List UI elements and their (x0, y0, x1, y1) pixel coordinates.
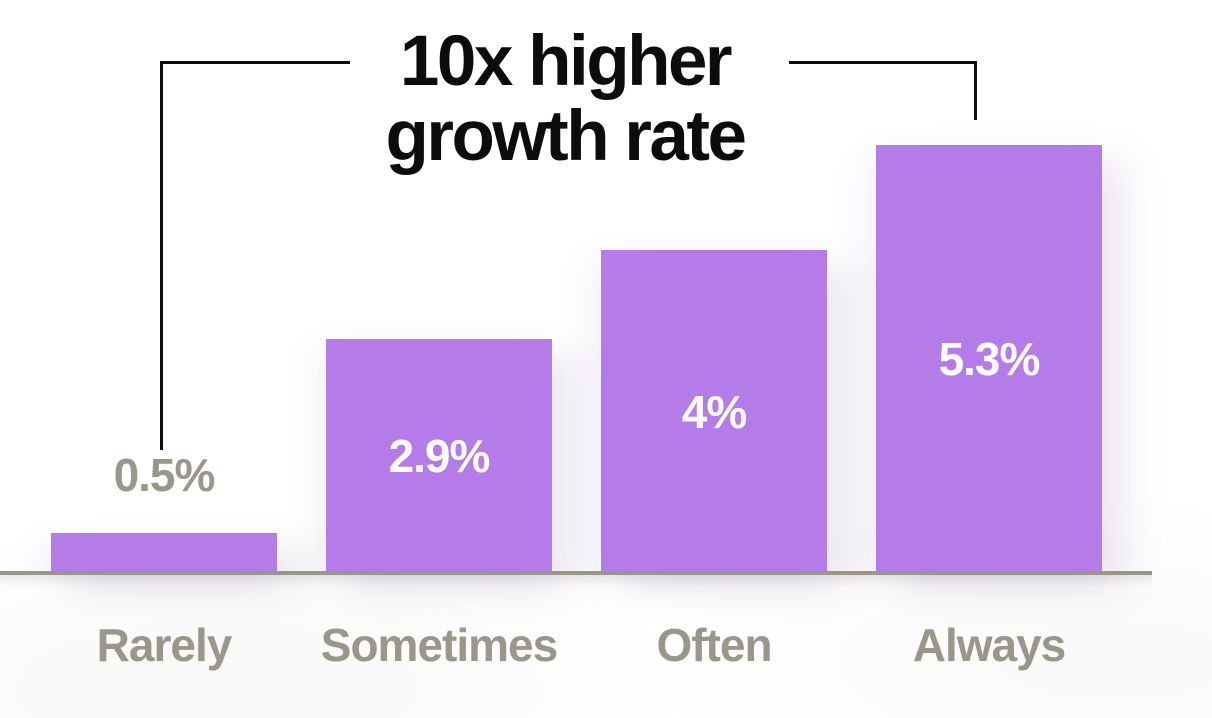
chart-title-line1: 10x higher (399, 22, 733, 101)
bar-often: 4% (601, 250, 827, 573)
bar-value-label-sometimes: 2.9% (388, 430, 491, 482)
x-axis-label-always: Always (912, 619, 1067, 671)
chart-title-line2: growth rate (385, 97, 747, 176)
x-axis-line (0, 571, 1152, 575)
annotation-connector-right-horizontal-line (789, 61, 977, 64)
x-axis-label-often: Often (656, 619, 772, 671)
bar-value-label-rarely: 0.5% (113, 449, 216, 501)
x-axis-shadow (0, 575, 1152, 587)
chart-title: 10x higher growth rate (330, 24, 800, 174)
bar-sometimes: 2.9% (326, 339, 552, 573)
annotation-connector-left-vertical-line (160, 61, 163, 450)
bar-always: 5.3% (876, 145, 1102, 573)
bar-value-label-always: 5.3% (938, 333, 1041, 385)
bar-value-label-often: 4% (681, 385, 747, 438)
annotation-connector-right-vertical-line (974, 61, 977, 120)
bar-rarely (51, 533, 277, 573)
annotation-connector-left-horizontal-line (160, 61, 350, 64)
x-axis-label-rarely: Rarely (96, 619, 233, 671)
x-axis-label-sometimes: Sometimes (320, 619, 558, 671)
